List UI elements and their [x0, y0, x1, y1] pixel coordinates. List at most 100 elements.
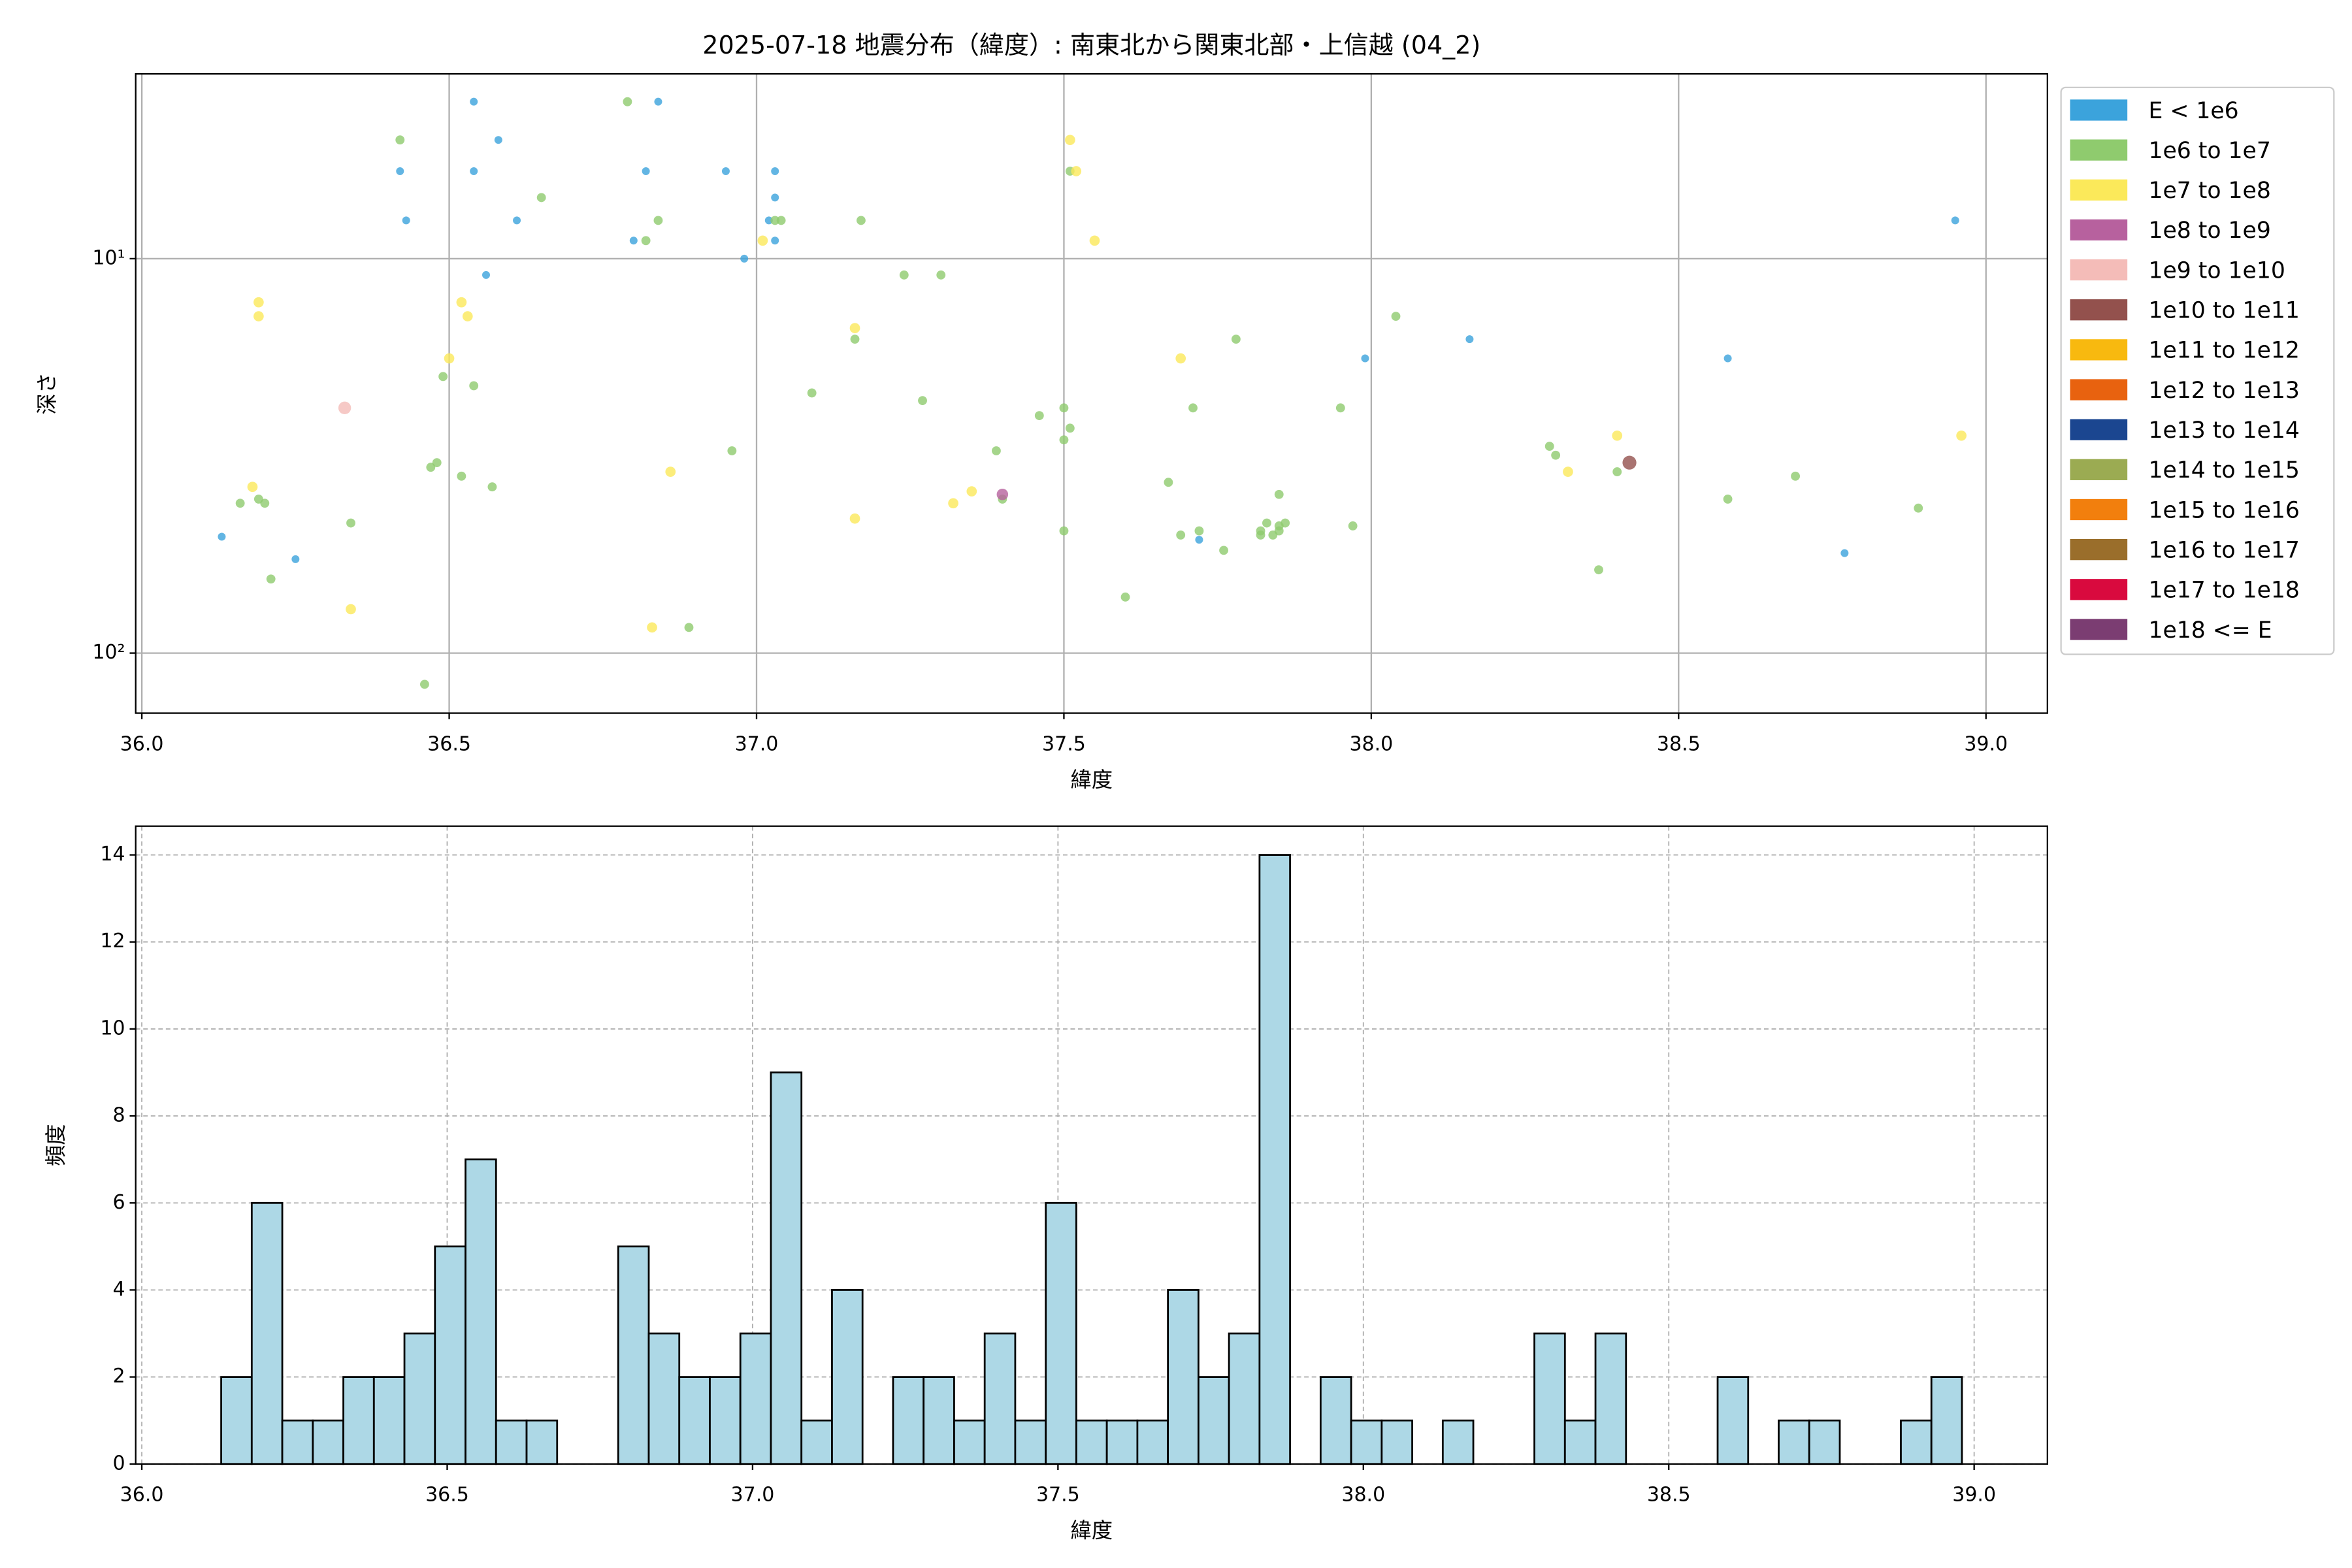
point: [1059, 435, 1069, 445]
legend-swatch: [2070, 379, 2128, 400]
point: [426, 463, 436, 472]
point: [513, 216, 521, 225]
point: [1594, 565, 1603, 575]
point: [757, 235, 768, 246]
bar: [1167, 1289, 1200, 1465]
bar: [770, 1071, 803, 1465]
point: [1274, 489, 1284, 499]
bar: [1716, 1376, 1750, 1465]
point: [1195, 536, 1203, 544]
bar: [1258, 854, 1291, 1465]
point: [247, 482, 258, 493]
bar: [1563, 1419, 1597, 1465]
point: [992, 446, 1001, 455]
legend-swatch: [2070, 179, 2128, 201]
bar: [647, 1332, 681, 1465]
bar: [953, 1419, 986, 1465]
point: [899, 270, 909, 280]
legend-label: 1e13 to 1e14: [2148, 417, 2299, 444]
point: [776, 216, 786, 225]
point: [260, 498, 270, 508]
bar: [465, 1158, 497, 1465]
plot-area: 36.0 36.5 37.0 37.5 38.0 38.5 39.0 0 2 4 6 8 10 12 14: [100, 825, 2048, 1507]
x-tick-label: 37.5: [1036, 1484, 1080, 1507]
legend-swatch: [2070, 219, 2128, 241]
bar: [403, 1332, 436, 1465]
y-tick-label: 10: [100, 1017, 125, 1039]
point: [654, 97, 662, 106]
point: [462, 311, 473, 321]
point: [1391, 312, 1401, 321]
point: [1723, 494, 1733, 504]
point: [1194, 526, 1204, 536]
legend-swatch: [2070, 419, 2128, 440]
point: [1612, 430, 1623, 441]
point: [771, 167, 779, 175]
point: [470, 167, 478, 175]
point: [771, 237, 779, 245]
bar: [1350, 1419, 1383, 1465]
point: [1175, 353, 1186, 364]
point: [1544, 442, 1554, 451]
point: [684, 623, 694, 632]
point: [1956, 430, 1967, 441]
bar: [1594, 1332, 1627, 1465]
point: [1059, 403, 1069, 413]
x-tick-label: 38.0: [1349, 733, 1393, 756]
x-tick-label: 36.0: [120, 733, 164, 756]
bar: [1380, 1419, 1413, 1465]
point: [653, 216, 663, 225]
point: [1361, 354, 1369, 363]
legend-label: 1e16 to 1e17: [2148, 537, 2299, 563]
point: [857, 216, 866, 225]
x-tick-label: 37.0: [731, 1484, 775, 1507]
y-tick-label: 14: [100, 843, 125, 866]
legend-swatch: [2070, 579, 2128, 600]
legend-swatch: [2070, 459, 2128, 480]
x-axis-label: 緯度: [1070, 1518, 1113, 1543]
point: [727, 446, 737, 455]
point: [253, 311, 264, 321]
point: [1840, 549, 1849, 557]
y-axis-label: 深さ: [35, 372, 59, 415]
point: [642, 167, 650, 175]
y-tick-label: 0: [112, 1452, 125, 1475]
bar: [1014, 1419, 1047, 1465]
point: [1563, 466, 1573, 477]
point: [849, 323, 860, 334]
bar: [495, 1419, 528, 1465]
point: [1281, 518, 1290, 528]
y-tick-label: 12: [100, 930, 125, 953]
point: [419, 679, 429, 689]
point: [850, 335, 860, 344]
legend: E < 1e6 1e6 to 1e7 1e7 to 1e8 1e8 to 1e9 1e9…: [2060, 86, 2335, 655]
point: [402, 216, 410, 225]
legend-swatch: [2070, 619, 2128, 640]
legend-swatch: [2070, 299, 2128, 321]
legend-label: 1e14 to 1e15: [2148, 457, 2299, 483]
legend-label: 1e6 to 1e7: [2148, 138, 2270, 164]
point: [346, 604, 356, 615]
x-axis-label: 緯度: [1070, 767, 1113, 792]
legend-label: 1e8 to 1e9: [2148, 218, 2270, 244]
point: [338, 401, 351, 415]
legend-swatch: [2070, 99, 2128, 121]
x-tick-label: 37.0: [735, 733, 779, 756]
point: [1188, 403, 1198, 413]
y-tick-label: 10²: [92, 641, 125, 664]
x-tick-label: 36.5: [427, 733, 471, 756]
legend-label: E < 1e6: [2148, 98, 2238, 124]
point: [253, 297, 264, 308]
y-axis-label: 頻度: [44, 1124, 69, 1166]
axes-frame: [135, 825, 2048, 1465]
point: [235, 498, 245, 508]
bar: [342, 1376, 375, 1465]
legend-label: 1e7 to 1e8: [2148, 178, 2270, 204]
legend-label: 1e17 to 1e18: [2148, 578, 2299, 604]
point: [487, 482, 497, 492]
point: [1059, 526, 1069, 536]
bar: [739, 1332, 772, 1465]
x-tick-label: 39.0: [1952, 1484, 1996, 1507]
point: [740, 254, 749, 263]
